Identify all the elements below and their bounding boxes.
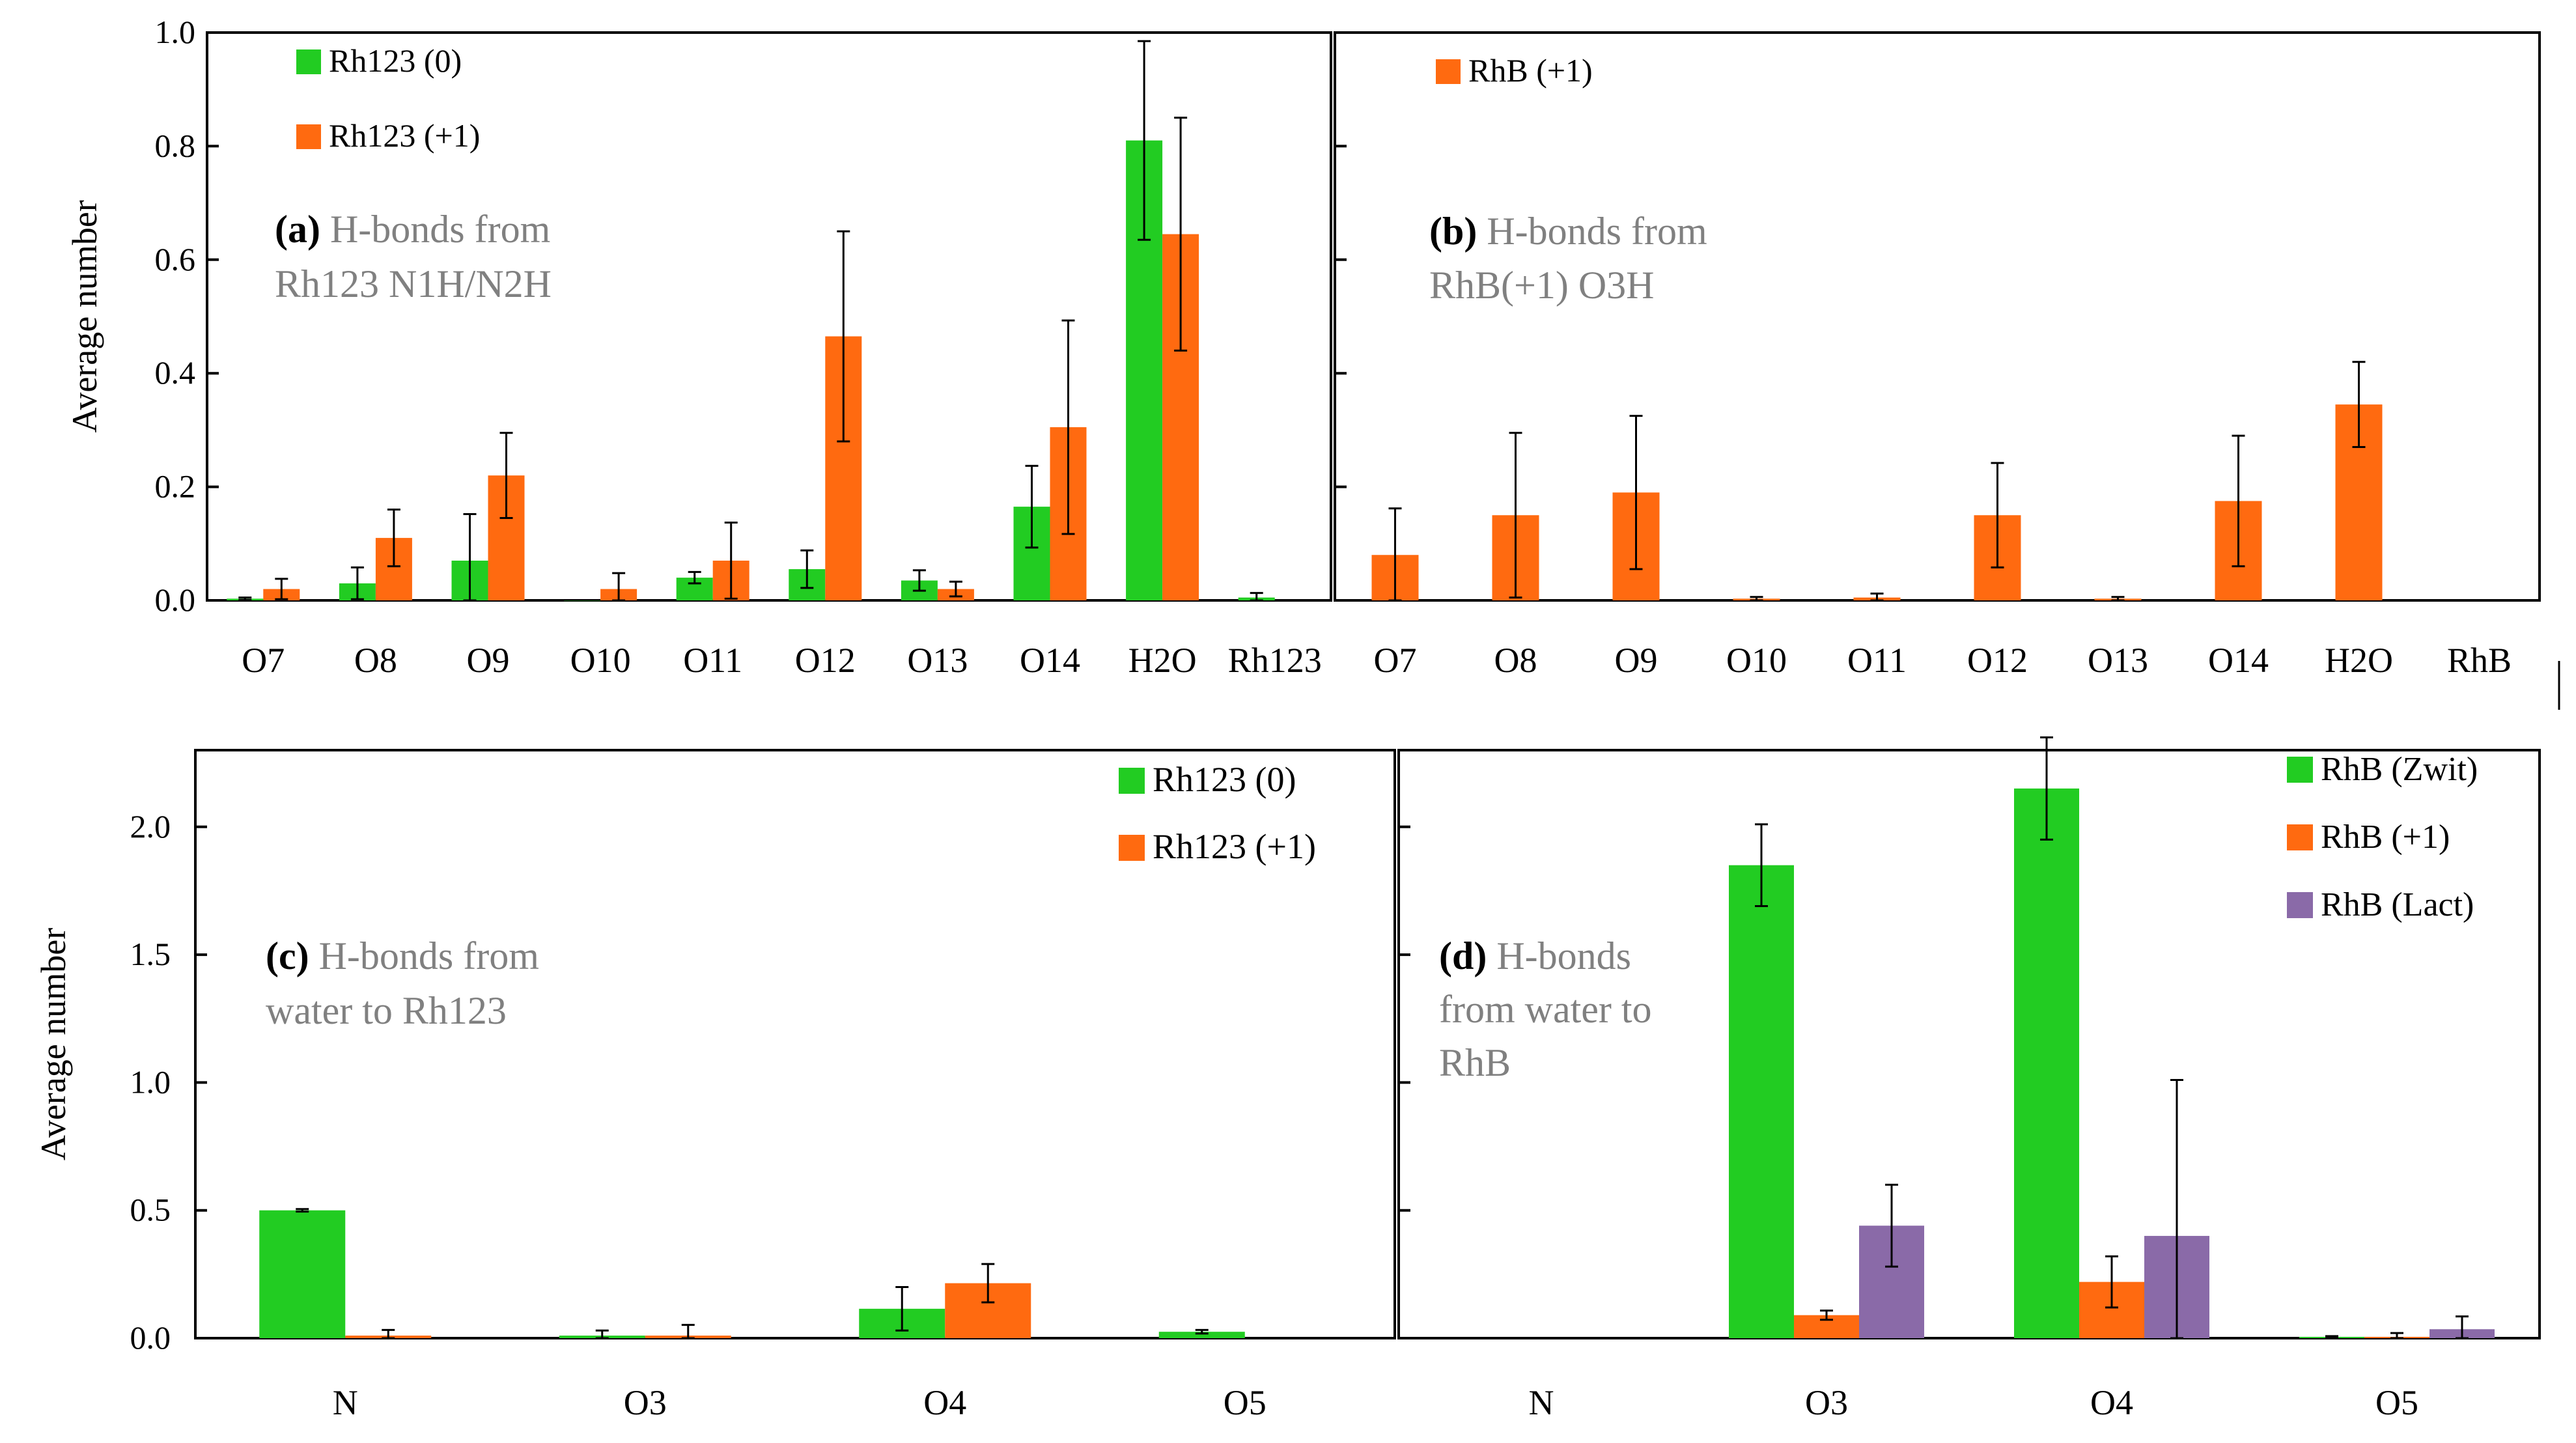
panel-a-legend-label: Rh123 (0) bbox=[329, 42, 462, 79]
panel-a-category-label: O9 bbox=[467, 641, 510, 680]
panel-d-legend-swatch bbox=[2287, 892, 2313, 918]
panel-b: O7 O8 O9 O10 O11 O12 O13 O14 H2O RhB RhB (+1) (b) H… bbox=[1334, 31, 2541, 680]
panel-d: N O3 O4 O5 RhB (Zwit) RhB (+1) RhB (Lact) (d) H… bbox=[1397, 736, 2541, 1422]
panel-b-category-label: O11 bbox=[1847, 641, 1907, 680]
panel-c-category-label: O3 bbox=[624, 1383, 667, 1422]
panel-a-bar bbox=[564, 600, 601, 601]
panel-c-legend-swatch bbox=[1119, 768, 1145, 794]
panel-d-legend-label: RhB (Zwit) bbox=[2321, 751, 2478, 788]
panel-a-ylabel: Average number bbox=[65, 200, 104, 432]
panel-d-annotation: (d) H-bonds bbox=[1439, 934, 1631, 977]
panel-b-category-label: O8 bbox=[1494, 641, 1537, 680]
panel-d-legend-label: RhB (+1) bbox=[2321, 819, 2450, 856]
panel-a-category-label: O7 bbox=[242, 641, 285, 680]
panel-c-legend-label: Rh123 (+1) bbox=[1153, 827, 1316, 866]
panel-a-frame bbox=[206, 31, 1332, 602]
panel-d-annotation-line1: H-bonds bbox=[1487, 934, 1631, 977]
panel-b-legend-swatch bbox=[1436, 59, 1461, 84]
panel-d-category-label: O5 bbox=[2375, 1383, 2418, 1422]
panel-b-annotation-line2: RhB(+1) O3H bbox=[1429, 264, 1655, 307]
panel-a-category-label: O11 bbox=[683, 641, 742, 680]
panel-a-category-label: O8 bbox=[354, 641, 397, 680]
panel-c-ytick-label: 1.0 bbox=[130, 1063, 171, 1100]
panel-b-annotation: (b) H-bonds from bbox=[1429, 210, 1707, 253]
panel-d-category-label: N bbox=[1529, 1383, 1554, 1422]
panel-b-category-label: O12 bbox=[1967, 641, 2028, 680]
panel-c-category-label: O5 bbox=[1224, 1383, 1267, 1422]
panel-a-category-label: O13 bbox=[907, 641, 968, 680]
panel-d-annotation-line3: RhB bbox=[1439, 1041, 1511, 1084]
panel-c-ytick-label: 0.0 bbox=[130, 1319, 171, 1356]
panel-a-letter: (a) bbox=[275, 208, 320, 251]
panel-c-bar bbox=[1158, 1332, 1245, 1338]
panel-d-bar bbox=[1729, 865, 1794, 1338]
panel-d-frame bbox=[1397, 749, 2541, 1339]
panel-c-ytick-label: 2.0 bbox=[130, 808, 171, 845]
panel-b-category-label: H2O bbox=[2325, 641, 2393, 680]
panel-d-legend-swatch bbox=[2287, 757, 2313, 783]
panel-a-legend-swatch bbox=[296, 124, 321, 149]
panel-a-ytick-label: 0.8 bbox=[155, 127, 196, 163]
panel-d-category-label: O3 bbox=[1805, 1383, 1848, 1422]
panel-a-category-label: H2O bbox=[1128, 641, 1197, 680]
panel-a-legend-swatch bbox=[296, 49, 321, 74]
panel-b-annotation-line1: H-bonds from bbox=[1477, 210, 1707, 253]
panel-c-category-label: O4 bbox=[923, 1383, 966, 1422]
panel-a-ytick-label: 0.4 bbox=[155, 354, 196, 391]
panel-a-annotation-line1: H-bonds from bbox=[320, 208, 550, 251]
panel-b-category-label: O14 bbox=[2208, 641, 2269, 680]
panel-b-category-label: O9 bbox=[1615, 641, 1658, 680]
panel-d-annotation-line2: from water to bbox=[1439, 988, 1652, 1031]
panel-a-annotation-line2: Rh123 N1H/N2H bbox=[275, 262, 552, 305]
panel-c-ytick-label: 1.5 bbox=[130, 936, 171, 972]
panel-c-annotation-line1: H-bonds from bbox=[309, 934, 539, 977]
panel-d-category-label: O4 bbox=[2090, 1383, 2133, 1422]
panel-c-letter: (c) bbox=[266, 934, 309, 977]
panel-b-category-label: O7 bbox=[1374, 641, 1417, 680]
panel-c-legend-swatch bbox=[1119, 835, 1145, 861]
panel-c-ylabel: Average number bbox=[34, 928, 73, 1160]
panel-a-legend-label: Rh123 (+1) bbox=[329, 117, 480, 154]
panel-a-ytick-label: 1.0 bbox=[155, 14, 196, 50]
panel-c-legend-label: Rh123 (0) bbox=[1153, 760, 1296, 799]
panel-b-frame bbox=[1334, 31, 2541, 602]
panel-a-category-label: O14 bbox=[1020, 641, 1080, 680]
panel-a: 0.0 0.2 0.4 0.6 0.8 1.0 Average number O7 O8 O9 O1… bbox=[65, 14, 1332, 680]
panel-d-bar bbox=[2014, 788, 2079, 1338]
panel-d-legend-label: RhB (Lact) bbox=[2321, 886, 2474, 923]
panel-a-ytick-label: 0.0 bbox=[155, 581, 196, 618]
panel-b-category-label: O13 bbox=[2088, 641, 2148, 680]
panel-c-annotation: (c) H-bonds from bbox=[266, 934, 539, 977]
panel-b-legend-label: RhB (+1) bbox=[1468, 52, 1593, 89]
panel-a-ytick-label: 0.2 bbox=[155, 468, 196, 505]
panel-b-letter: (b) bbox=[1429, 210, 1477, 253]
panel-a-category-label: O12 bbox=[795, 641, 856, 680]
panel-b-category-label: O10 bbox=[1726, 641, 1787, 680]
panel-c-category-label: N bbox=[333, 1383, 358, 1422]
panel-a-ytick-label: 0.6 bbox=[155, 241, 196, 277]
panel-d-letter: (d) bbox=[1439, 934, 1487, 977]
panel-c-frame bbox=[194, 749, 1396, 1339]
panel-c-bar bbox=[259, 1210, 346, 1338]
panel-d-legend-swatch bbox=[2287, 824, 2313, 850]
panel-a-annotation: (a) H-bonds from bbox=[275, 208, 550, 251]
panel-c-ytick-label: 0.5 bbox=[130, 1192, 171, 1228]
panel-a-category-label: O10 bbox=[570, 641, 631, 680]
panel-b-category-label: RhB bbox=[2447, 641, 2512, 680]
panel-a-category-label: Rh123 bbox=[1228, 641, 1322, 680]
panel-c: 0.0 0.5 1.0 1.5 2.0 Average number N O3 O4 O5 Rh12… bbox=[34, 749, 1396, 1422]
panel-c-annotation-line2: water to Rh123 bbox=[266, 989, 507, 1032]
